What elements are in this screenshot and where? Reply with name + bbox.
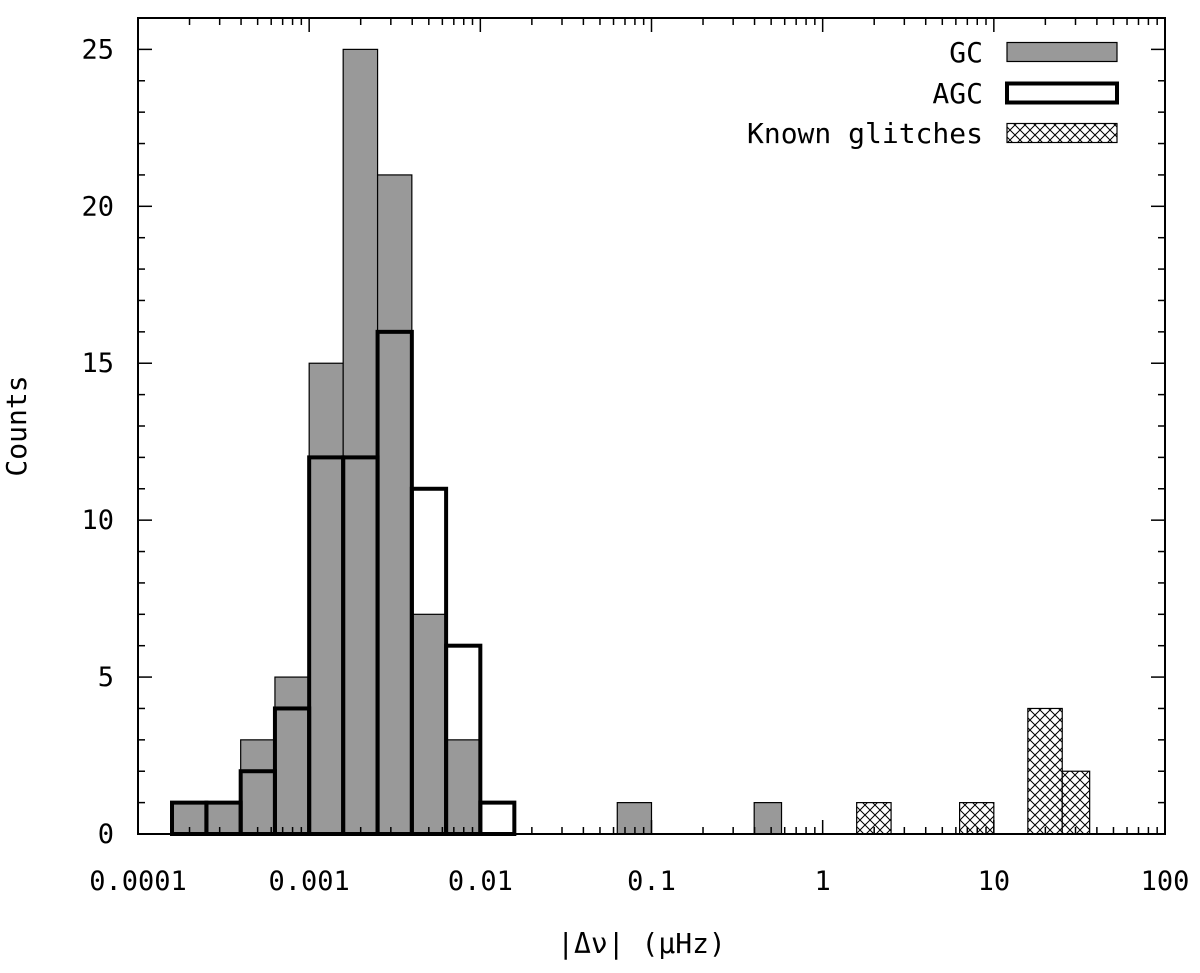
gc-bars — [171, 48, 783, 835]
known-glitches-bar-3 — [1027, 707, 1063, 835]
gc-bar-11 — [753, 802, 783, 835]
x-tick-label: 100 — [1141, 866, 1190, 897]
gc-bar-6 — [342, 48, 379, 835]
y-tick-label: 25 — [81, 34, 114, 65]
legend-label-agc: AGC — [932, 77, 983, 110]
legend-swatch-gc — [1006, 41, 1118, 63]
legend-label-gc: GC — [949, 36, 983, 69]
x-tick-label: 0.0001 — [89, 866, 187, 897]
legend-swatch-agc — [1005, 81, 1119, 105]
x-tick-label: 0.001 — [269, 866, 350, 897]
y-tick-labels: 0 5 10 15 20 25 — [81, 34, 114, 850]
y-tick-label: 0 — [98, 819, 114, 850]
y-axis-title: Counts — [0, 375, 33, 476]
y-tick-label: 5 — [98, 662, 114, 693]
axis-ticks — [137, 17, 1166, 835]
x-axis-title: |Δν| (μHz) — [557, 927, 726, 960]
y-tick-label: 15 — [81, 348, 114, 379]
y-tick-label: 20 — [81, 191, 114, 222]
agc-bar-10 — [478, 800, 517, 836]
legend: GC AGC Known glitches — [747, 36, 1119, 150]
x-tick-label: 0.1 — [627, 866, 676, 897]
legend-swatch-known-glitches — [1006, 122, 1118, 144]
gc-bar-5 — [308, 362, 344, 835]
x-tick-label: 1 — [815, 866, 831, 897]
y-tick-label: 10 — [81, 505, 114, 536]
x-tick-labels: 0.0001 0.001 0.01 0.1 1 10 100 — [89, 866, 1189, 897]
x-tick-label: 10 — [978, 866, 1011, 897]
gc-bar-9 — [445, 739, 481, 835]
gc-bar-8 — [411, 613, 447, 835]
gc-bar-7 — [376, 174, 413, 835]
gc-bar-3 — [240, 739, 276, 835]
gc-bar-4 — [274, 676, 310, 835]
known-glitches-bar-4 — [1061, 770, 1091, 835]
glitch-bars — [856, 707, 1091, 835]
legend-label-known-glitches: Known glitches — [747, 117, 983, 150]
gc-bar-2 — [205, 802, 242, 835]
x-tick-label: 0.01 — [448, 866, 513, 897]
